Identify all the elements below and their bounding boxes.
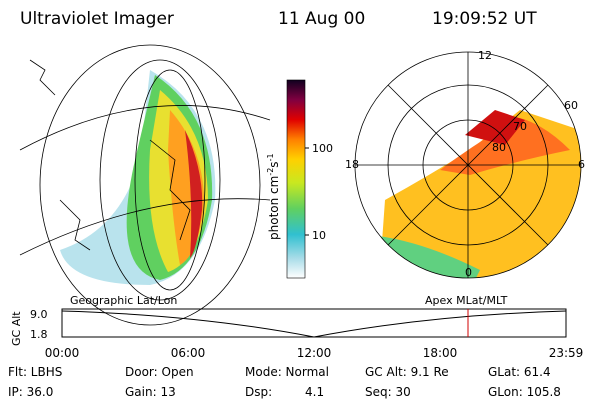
x-label: 00:00 [45,346,80,360]
info-item: Gain: 13 [125,385,176,399]
info-item: GLat: 61.4 [488,365,551,379]
info: Flt: LBHS Door: Open Mode: Normal GC Alt… [8,365,561,399]
lat-label: 80 [492,141,506,154]
axis-label: GC Alt [10,311,23,346]
colorbar-label: photon cm-2s-1 [266,153,281,240]
info-item: Mode: Normal [245,365,329,379]
info-item: Seq: 30 [365,385,411,399]
colorbar-tick-label: 10 [312,229,326,242]
x-label: 12:00 [297,346,332,360]
info-item: Flt: LBHS [8,365,62,379]
mlt-label: 12 [478,49,492,62]
info-item: Dsp: [245,385,272,399]
time: 19:09:52 UT [432,9,537,29]
colorbar [286,79,306,279]
panel-label: Apex MLat/MLT [425,294,508,307]
globe-image [19,44,271,326]
x-label: 23:59 [549,346,584,360]
y-label: 1.8 [30,328,48,341]
info-item: GLon: 105.8 [488,385,561,399]
timeline: GC Alt 9.0 1.8 00:00 06:00 12:00 18:00 2… [10,308,583,360]
panel-label: Geographic Lat/Lon [70,294,177,307]
polar-plot: 12 18 6 0 60 70 80 [345,49,585,279]
mlt-label: 6 [578,158,585,171]
info-item: GC Alt: 9.1 Re [365,365,449,379]
mlt-label: 0 [465,266,472,279]
lat-label: 70 [513,120,527,133]
x-label: 18:00 [423,346,458,360]
y-label: 9.0 [30,308,48,321]
info-item: 4.1 [305,385,324,399]
lat-label: 60 [564,99,578,112]
date: 11 Aug 00 [278,9,365,29]
colorbar-tick-label: 100 [312,142,333,155]
header: Ultraviolet Imager 11 Aug 00 19:09:52 UT [20,9,537,29]
x-label: 06:00 [171,346,206,360]
info-item: IP: 36.0 [8,385,53,399]
mlt-label: 18 [345,158,359,171]
info-item: Door: Open [125,365,194,379]
title: Ultraviolet Imager [20,9,174,29]
